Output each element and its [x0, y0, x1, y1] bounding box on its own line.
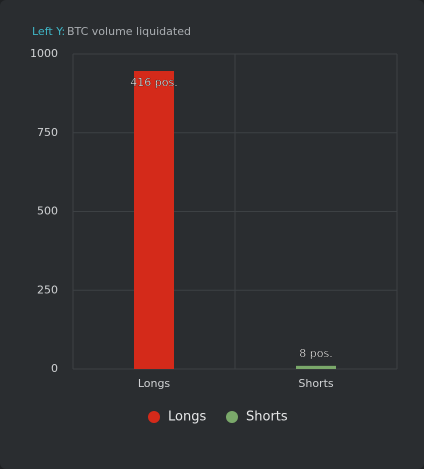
y-tick-label: 500 [37, 205, 58, 218]
y-tick-label: 0 [51, 362, 58, 375]
bar-annotation: 416 pos. [130, 76, 177, 89]
legend-label: Longs [168, 410, 206, 425]
legend-label: Shorts [246, 410, 288, 425]
bar [134, 71, 174, 369]
legend-swatch [148, 411, 160, 423]
bar-annotation: 8 pos. [299, 347, 332, 360]
y-tick-label: 750 [37, 126, 58, 139]
legend-swatch [226, 411, 238, 423]
x-tick-label: Shorts [298, 377, 334, 390]
bar [296, 365, 336, 369]
y-tick-label: 1000 [30, 47, 58, 60]
x-tick-label: Longs [138, 377, 171, 390]
axis-prefix: Left Y: [32, 25, 65, 38]
y-tick-label: 250 [37, 283, 58, 296]
y-axis-label: BTC volume liquidated [67, 25, 191, 38]
